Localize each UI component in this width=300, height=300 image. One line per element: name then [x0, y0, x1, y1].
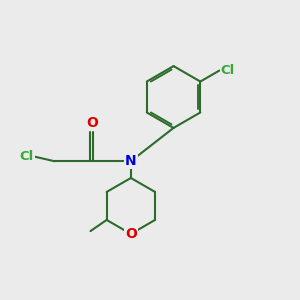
Text: N: N	[125, 154, 137, 168]
Text: O: O	[125, 227, 137, 241]
Text: O: O	[87, 116, 98, 130]
Text: Cl: Cl	[220, 64, 235, 77]
Text: Cl: Cl	[20, 150, 34, 163]
